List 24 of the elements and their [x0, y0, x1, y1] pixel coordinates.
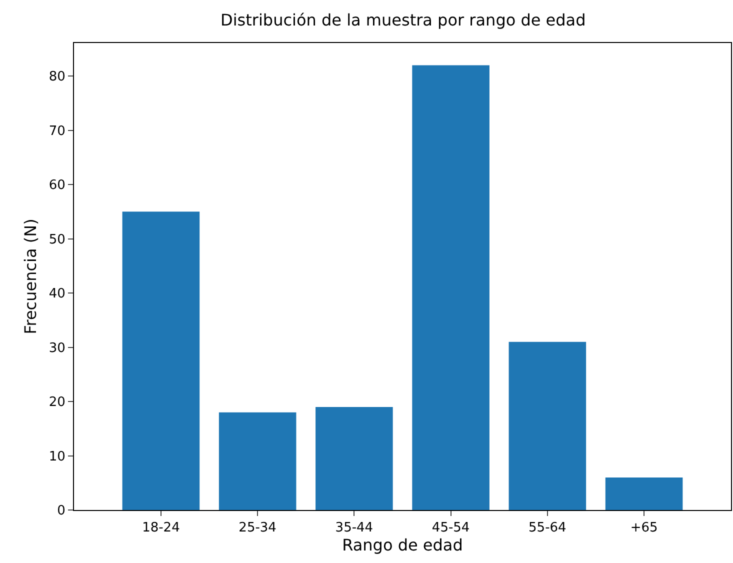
y-tick-label: 10: [48, 449, 66, 464]
y-axis-title: Frecuencia (N): [20, 218, 40, 334]
y-tick-label: 30: [48, 340, 66, 356]
x-tick-label: 18-24: [142, 520, 180, 536]
x-tick-label: 35-44: [335, 520, 374, 536]
x-axis-title: Rango de edad: [342, 536, 463, 555]
chart-title: Distribución de la muestra por rango de edad: [220, 10, 586, 30]
y-tick-label: 80: [48, 70, 66, 85]
y-tick-label: 40: [48, 286, 66, 302]
bar: [508, 342, 586, 510]
x-tick-label: 25-34: [238, 520, 276, 536]
y-tick-label: 20: [48, 395, 66, 410]
y-tick-label: 50: [48, 232, 66, 248]
bar: [412, 65, 490, 510]
bar: [122, 212, 200, 510]
y-tick-label: 60: [48, 178, 66, 194]
bar: [316, 406, 393, 510]
x-tick-label: 55-64: [528, 520, 566, 536]
x-tick-label: 45-54: [432, 520, 470, 536]
bar: [605, 477, 683, 510]
y-tick-label: 70: [48, 124, 66, 139]
bar: [218, 412, 296, 510]
y-tick-label: 0: [57, 504, 66, 519]
x-tick-label: +65: [630, 520, 658, 536]
